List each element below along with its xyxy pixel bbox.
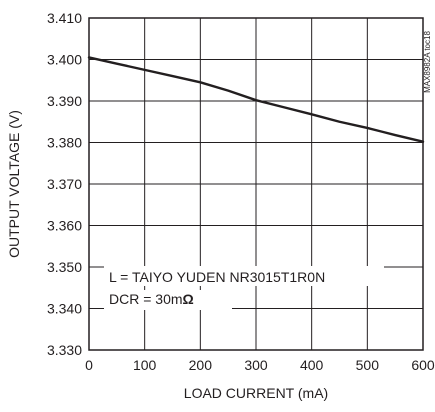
y-tick-label: 3.410 <box>47 10 82 26</box>
y-axis-label: OUTPUT VOLTAGE (V) <box>6 110 22 258</box>
y-tick-label: 3.360 <box>47 218 82 234</box>
y-tick-label: 3.400 <box>47 52 82 68</box>
plot-border <box>88 17 424 351</box>
inductor-annotation: L = TAIYO YUDEN NR3015T1R0N <box>109 269 325 285</box>
x-tick-label: 500 <box>356 357 380 373</box>
x-axis-label: LOAD CURRENT (mA) <box>184 385 328 401</box>
annotation-group: L = TAIYO YUDEN NR3015T1R0N DCR = 30mΩ <box>104 266 384 310</box>
y-tick-label: 3.370 <box>47 176 82 192</box>
y-tick-label: 3.340 <box>47 301 82 317</box>
annotation-background <box>104 266 384 286</box>
series-group <box>87 56 425 143</box>
y-tick-label: 3.350 <box>47 259 82 275</box>
x-tick-label: 200 <box>189 357 213 373</box>
plot-frame <box>88 17 424 351</box>
figure-id-label: MAX8982A toc18 <box>423 31 432 93</box>
x-tick-label: 100 <box>133 357 157 373</box>
x-tick-label: 0 <box>85 357 93 373</box>
x-tick-label: 400 <box>300 357 324 373</box>
annotation-background <box>104 290 232 310</box>
output-voltage-line <box>87 56 425 143</box>
dcr-annotation-prefix: DCR = 30m <box>109 291 183 307</box>
y-tick-label: 3.390 <box>47 93 82 109</box>
x-tick-label: 600 <box>411 357 435 373</box>
y-tick-label: 3.330 <box>47 342 82 358</box>
x-tick-label: 300 <box>244 357 268 373</box>
dcr-annotation: DCR = 30mΩ <box>109 291 194 307</box>
tick-labels: 0 100 200 300 400 500 600 3.330 3.340 3.350 3.360 3… <box>47 10 435 373</box>
ohm-symbol: Ω <box>183 291 194 307</box>
y-tick-label: 3.380 <box>47 135 82 151</box>
